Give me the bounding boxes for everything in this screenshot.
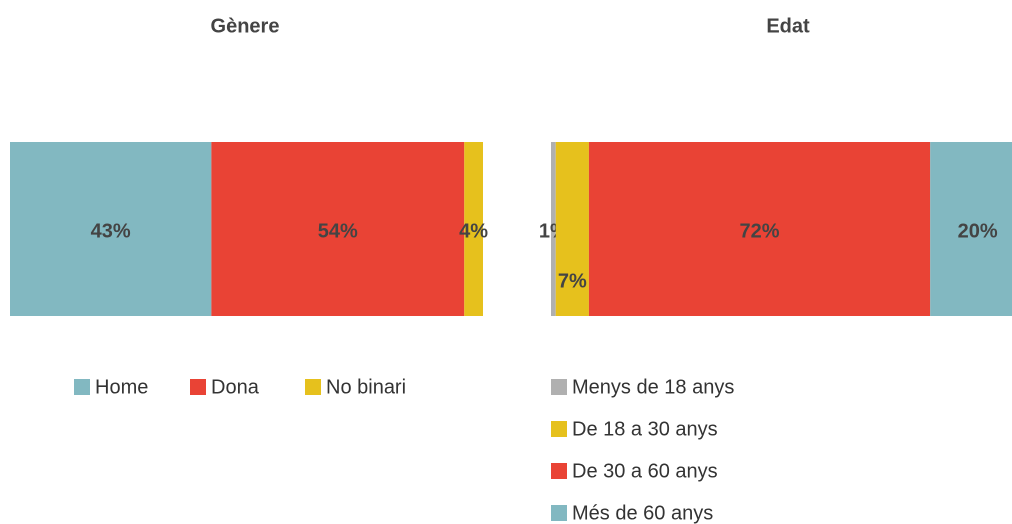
bar-segment <box>588 142 931 316</box>
legend-swatch <box>74 379 90 395</box>
bar-segment <box>555 142 589 316</box>
legend-label: Menys de 18 anys <box>572 376 734 398</box>
chart-title: Edat <box>766 15 810 37</box>
legend-label: Més de 60 anys <box>572 502 713 524</box>
value-label: 54% <box>318 220 358 242</box>
value-label: 4% <box>459 220 488 242</box>
legend-swatch <box>551 463 567 479</box>
legend-label: De 18 a 30 anys <box>572 418 718 440</box>
legend-label: Home <box>95 376 148 398</box>
legend-label: De 30 a 60 anys <box>572 460 718 482</box>
value-label: 20% <box>958 220 998 242</box>
legend-swatch <box>551 505 567 521</box>
legend-swatch <box>551 379 567 395</box>
value-label: 72% <box>740 220 780 242</box>
bar-segment <box>464 142 483 316</box>
bar-segment <box>211 142 465 316</box>
legend-label: Dona <box>211 376 260 398</box>
value-label: 43% <box>91 220 131 242</box>
legend-swatch <box>305 379 321 395</box>
bar-segment <box>10 142 212 316</box>
chart-title: Gènere <box>211 15 280 37</box>
legend-swatch <box>551 421 567 437</box>
bar-segment <box>930 142 1012 316</box>
value-label: 7% <box>558 270 587 292</box>
bar-segment <box>551 142 556 316</box>
legend-label: No binari <box>326 376 406 398</box>
legend-swatch <box>190 379 206 395</box>
